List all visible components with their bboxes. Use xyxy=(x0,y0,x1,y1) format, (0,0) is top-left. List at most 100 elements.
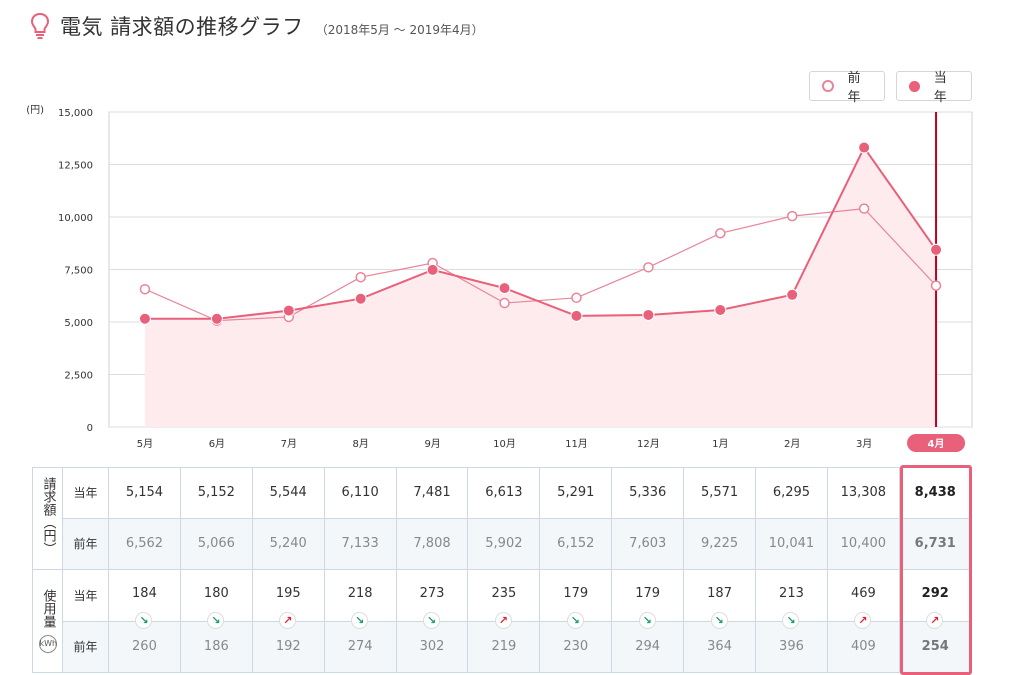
previous-marker-icon xyxy=(822,80,834,92)
usage-previous-row: 前年 260 186 192 274 302 219 230 294 364 396 409 254 xyxy=(33,620,972,674)
previous-point[interactable] xyxy=(930,280,942,291)
lightbulb-icon xyxy=(30,12,50,39)
current-point[interactable] xyxy=(138,312,151,325)
x-tick-label[interactable]: 11月 xyxy=(565,438,588,450)
usage-previous-cell: 260 xyxy=(108,620,181,674)
legend-current-button[interactable]: 当年 xyxy=(896,71,972,105)
usage-previous-cell: 219 xyxy=(467,620,541,674)
current-point[interactable] xyxy=(570,309,583,322)
current-series-line xyxy=(144,145,937,320)
usage-value: 235 xyxy=(491,586,517,602)
trend-down-arrow-icon: ↘ xyxy=(566,612,584,630)
billing-previous-cell: 10,041 xyxy=(755,517,828,570)
page-header: 電気 請求額の推移グラフ （2018年5月 〜 2019年4月） xyxy=(30,10,484,42)
current-point[interactable] xyxy=(858,141,871,154)
usage-previous-cell: 364 xyxy=(683,620,757,674)
selected-month-badge[interactable] xyxy=(907,434,966,452)
previous-point[interactable] xyxy=(355,271,366,283)
trend-down-arrow-icon: ↘ xyxy=(207,612,225,630)
usage-current-cell: 213 ↘ xyxy=(755,568,828,630)
usage-current-cell: 179 ↘ xyxy=(611,568,685,630)
x-tick-label[interactable]: 6月 xyxy=(209,438,225,450)
previous-point[interactable] xyxy=(499,297,510,309)
usage-value: 213 xyxy=(779,586,804,602)
usage-current-cell: 184 ↘ xyxy=(108,568,181,630)
trend-down-arrow-icon: ↘ xyxy=(710,612,728,630)
x-tick-label[interactable]: 8月 xyxy=(353,438,369,450)
y-axis-label: (円) xyxy=(26,105,44,116)
billing-current-cell: 8,438 xyxy=(898,467,972,519)
usage-value: 195 xyxy=(275,586,301,602)
usage-current-cell: 235 ↗ xyxy=(467,568,541,630)
legend-previous-button[interactable]: 前年 xyxy=(809,71,885,105)
y-tick-label: 7,500 xyxy=(64,266,93,277)
usage-value: 273 xyxy=(419,586,445,602)
current-point[interactable] xyxy=(930,243,943,256)
usage-current-cell: 469 ↗ xyxy=(826,568,900,630)
x-tick-label[interactable]: 5月 xyxy=(137,438,153,450)
period-label: （2018年5月 〜 2019年4月） xyxy=(315,22,484,37)
x-tick-label[interactable]: 9月 xyxy=(424,438,440,450)
usage-previous-cell: 302 xyxy=(395,620,469,674)
current-point[interactable] xyxy=(498,282,511,295)
usage-previous-cell: 254 xyxy=(898,620,972,674)
y-tick-label: 15,000 xyxy=(58,108,93,119)
previous-point[interactable] xyxy=(786,210,798,222)
x-tick-label[interactable]: 4月 xyxy=(928,438,945,450)
usage-previous-cell: 192 xyxy=(251,620,325,674)
x-tick-label[interactable]: 12月 xyxy=(637,438,660,450)
page-title: 電気 請求額の推移グラフ xyxy=(60,15,304,39)
current-point[interactable] xyxy=(426,263,439,276)
current-point[interactable] xyxy=(282,304,295,317)
billing-current-cell: 5,152 xyxy=(179,467,253,519)
x-tick-label[interactable]: 10月 xyxy=(493,438,516,450)
y-tick-label: 0 xyxy=(87,423,93,434)
x-tick-label[interactable]: 7月 xyxy=(281,438,297,450)
billing-current-cell: 5,544 xyxy=(251,467,325,519)
usage-previous-label: 前年 xyxy=(62,620,109,674)
usage-previous-cell: 409 xyxy=(826,620,900,674)
x-tick-label[interactable]: 3月 xyxy=(856,438,872,450)
current-point[interactable] xyxy=(210,312,223,325)
billing-previous-cell: 7,808 xyxy=(395,517,469,570)
trend-down-arrow-icon: ↘ xyxy=(423,612,440,630)
legend-current-label: 当年 xyxy=(933,71,947,105)
current-point[interactable] xyxy=(786,288,799,301)
y-tick-label: 10,000 xyxy=(58,213,93,224)
billing-usage-table: 請求額（円） 当年 5,154 5,152 5,544 6,110 7,481 6,613… xyxy=(32,467,972,674)
usage-group-label: 使用量 kWh xyxy=(32,568,63,674)
billing-current-cell: 5,336 xyxy=(611,467,685,519)
previous-series-line xyxy=(144,207,937,322)
previous-point[interactable] xyxy=(643,262,654,273)
usage-current-cell: 179 ↘ xyxy=(539,568,613,630)
billing-previous-cell: 10,400 xyxy=(826,517,900,570)
current-point[interactable] xyxy=(354,292,367,305)
trend-up-arrow-icon: ↗ xyxy=(494,612,512,630)
billing-current-cell: 5,291 xyxy=(539,467,613,519)
usage-current-cell: 292 ↗ xyxy=(898,568,972,630)
billing-group-label: 請求額（円） xyxy=(32,467,63,570)
current-point[interactable] xyxy=(714,304,727,317)
billing-previous-row: 前年 6,562 5,066 5,240 7,133 7,808 5,902 6,152 7,… xyxy=(33,517,972,570)
previous-point[interactable] xyxy=(858,203,870,214)
x-tick-label[interactable]: 1月 xyxy=(712,438,728,450)
usage-previous-cell: 294 xyxy=(611,620,685,674)
usage-value: 179 xyxy=(563,586,589,602)
usage-current-label: 当年 xyxy=(62,568,109,622)
trend-down-arrow-icon: ↘ xyxy=(782,612,800,630)
usage-value: 292 xyxy=(921,586,949,602)
kwh-unit-icon: kWh xyxy=(38,634,57,653)
usage-value: 218 xyxy=(347,586,373,602)
current-point[interactable] xyxy=(642,308,655,321)
billing-previous-cell: 6,152 xyxy=(539,517,613,570)
previous-point[interactable] xyxy=(571,292,582,304)
x-tick-label[interactable]: 2月 xyxy=(784,438,800,450)
billing-current-label: 当年 xyxy=(62,467,109,519)
previous-point[interactable] xyxy=(139,283,151,295)
previous-point[interactable] xyxy=(715,228,726,239)
usage-value: 184 xyxy=(132,586,157,602)
billing-previous-cell: 6,562 xyxy=(108,517,181,570)
usage-current-cell: 218 ↘ xyxy=(323,568,397,630)
billing-current-cell: 6,295 xyxy=(755,467,828,519)
trend-up-arrow-icon: ↗ xyxy=(854,612,872,630)
